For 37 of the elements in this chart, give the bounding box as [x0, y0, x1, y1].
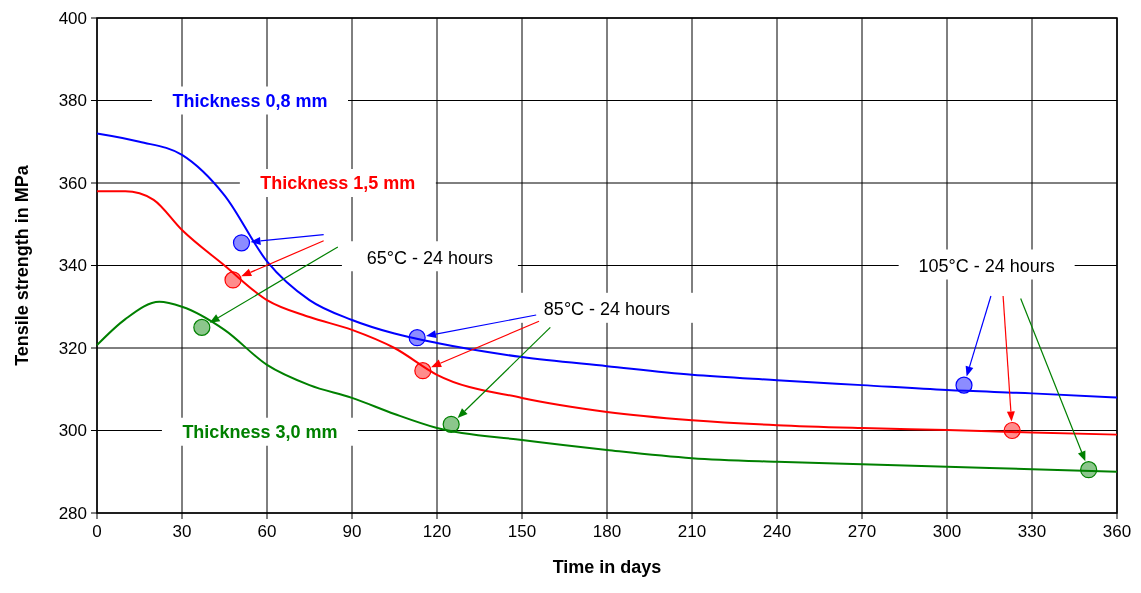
x-tick-label: 180 — [592, 522, 622, 541]
x-tick-label: 90 — [342, 522, 362, 541]
annotation: 65°C - 24 hours — [366, 247, 494, 268]
point — [414, 362, 432, 380]
x-tick-label: 150 — [507, 522, 537, 541]
x-tick-label: 240 — [762, 522, 792, 541]
y-tick-label: 300 — [58, 421, 87, 441]
x-axis-title: Time in days — [552, 557, 662, 577]
x-tick-label: 0 — [92, 522, 102, 541]
point — [1003, 421, 1021, 440]
series-label: Thickness 3,0 mm — [182, 422, 338, 443]
y-tick-label: 340 — [58, 256, 87, 276]
annotation: 85°C - 24 hours — [543, 299, 671, 320]
y-tick-label: 380 — [58, 91, 87, 111]
x-tick-label: 210 — [677, 522, 707, 541]
x-tick-label: 30 — [172, 522, 192, 541]
x-tick-label: 360 — [1102, 522, 1132, 541]
y-tick-label: 320 — [58, 338, 87, 358]
point — [442, 415, 460, 433]
x-tick-label: 330 — [1017, 522, 1047, 541]
y-tick-label: 280 — [58, 503, 87, 523]
y-tick-label: 400 — [58, 8, 87, 28]
x-tick-label: 60 — [257, 522, 277, 541]
point — [224, 271, 242, 289]
point — [408, 329, 426, 347]
point — [1080, 461, 1098, 479]
x-tick-label: 300 — [932, 522, 962, 541]
text: Thickness 1,5 mm — [260, 173, 416, 194]
y-tick-label: 360 — [58, 173, 87, 193]
x-tick-label: 120 — [422, 522, 452, 541]
annotation: 105°C - 24 hours — [918, 255, 1055, 276]
point — [193, 318, 211, 336]
point — [232, 234, 251, 252]
y-axis-title: Tensile strength in MPa — [12, 164, 32, 366]
text: Thickness 0,8 mm — [172, 90, 328, 111]
x-tick-label: 270 — [847, 522, 877, 541]
point — [955, 376, 973, 394]
